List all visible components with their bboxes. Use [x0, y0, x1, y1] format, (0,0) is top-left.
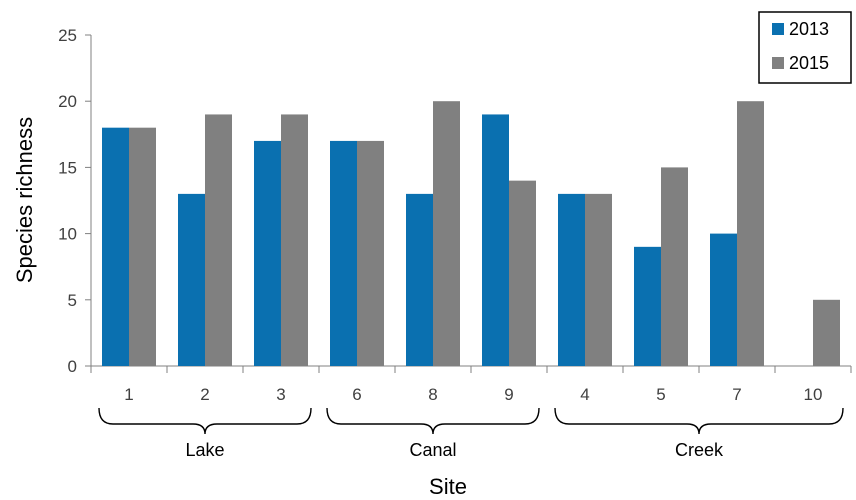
x-tick-label: 2 [200, 385, 209, 404]
bars [102, 101, 840, 367]
y-tick-label: 10 [58, 225, 77, 244]
legend-swatch-2015 [772, 57, 784, 69]
bar-2015-site-7 [737, 101, 764, 366]
group-label: Canal [409, 440, 456, 460]
legend-label-2015: 2015 [789, 53, 829, 73]
bar-2015-site-3 [281, 114, 308, 366]
bar-2013-site-4 [558, 193, 585, 366]
x-axis: 1 2 3 6 8 9 4 5 7 10 [90, 365, 852, 404]
y-tick-label: 5 [68, 291, 77, 310]
y-axis: 0 5 10 15 20 25 [58, 26, 92, 376]
x-tick-label: 1 [124, 385, 133, 404]
bar-2013-site-7 [710, 233, 737, 366]
y-tick-label: 25 [58, 26, 77, 45]
group-label: Lake [185, 440, 224, 460]
y-axis-title: Species richness [12, 117, 37, 283]
x-tick-label: 5 [656, 385, 665, 404]
bar-2013-site-9 [482, 114, 509, 366]
bar-2015-site-6 [357, 140, 384, 366]
bar-2015-site-2 [205, 114, 232, 366]
group-brace [326, 407, 540, 435]
legend-label-2013: 2013 [789, 19, 829, 39]
bar-2013-site-5 [634, 246, 661, 366]
y-tick-label: 20 [58, 92, 77, 111]
bar-2013-site-3 [254, 140, 281, 366]
bar-2015-site-9 [509, 180, 536, 366]
bar-2015-site-1 [129, 127, 156, 367]
x-tick-label: 10 [804, 385, 823, 404]
x-tick-label: 4 [580, 385, 589, 404]
y-tick-label: 15 [58, 158, 77, 177]
bar-2015-site-4 [585, 193, 612, 366]
bar-2013-site-1 [102, 127, 129, 367]
site-groups: Lake Canal Creek [98, 407, 844, 460]
bar-2013-site-8 [406, 193, 433, 366]
bar-2015-site-8 [433, 101, 460, 366]
bar-2013-site-6 [330, 140, 357, 366]
legend-box [758, 11, 852, 84]
group-brace [98, 407, 312, 435]
group-brace [554, 407, 844, 435]
x-tick-label: 7 [732, 385, 741, 404]
bar-2015-site-10 [813, 299, 840, 366]
x-axis-title: Site [429, 474, 467, 499]
x-tick-label: 3 [276, 385, 285, 404]
bar-2015-site-5 [661, 167, 688, 366]
bar-2013-site-2 [178, 193, 205, 366]
group-label: Creek [675, 440, 724, 460]
x-tick-label: 6 [352, 385, 361, 404]
x-tick-label: 8 [428, 385, 437, 404]
x-tick-label: 9 [504, 385, 513, 404]
legend: 2013 2015 [758, 11, 852, 84]
y-tick-label: 0 [68, 357, 77, 376]
legend-swatch-2013 [772, 23, 784, 35]
